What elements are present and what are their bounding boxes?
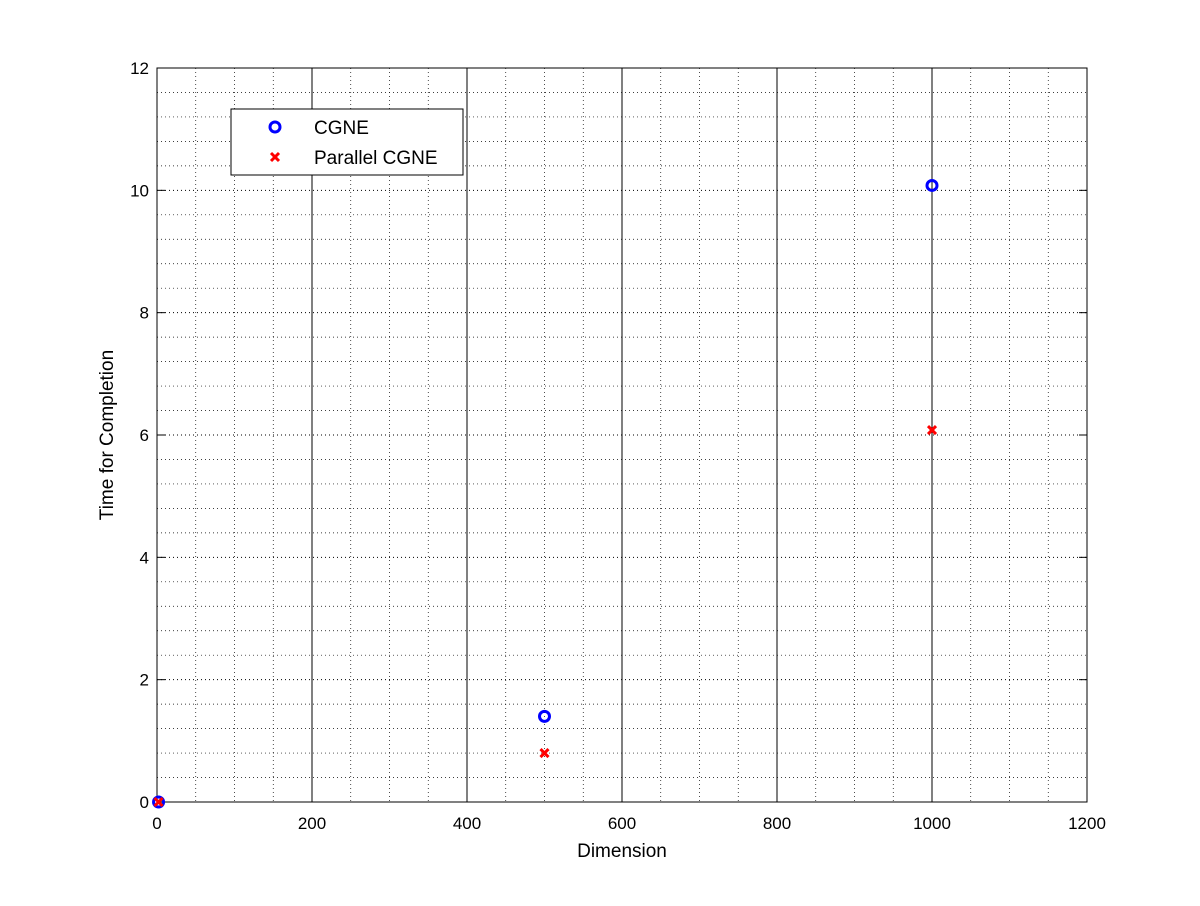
- y-tick-label: 2: [140, 671, 149, 690]
- legend-marker: [269, 151, 281, 163]
- legend: CGNE Parallel CGNE: [230, 108, 464, 176]
- data-point-cross: [539, 748, 550, 759]
- legend-label: CGNE: [314, 118, 369, 139]
- x-axis-label: Dimension: [577, 841, 667, 862]
- y-tick-label: 12: [130, 59, 149, 78]
- data-point-cross: [153, 796, 164, 808]
- data-point-cross: [926, 425, 938, 436]
- axis-ticks: 0 200 400 600 800 1000 1200 0 2 4 6 8 10 12: [130, 59, 1106, 833]
- x-tick-label: 400: [453, 814, 481, 833]
- y-tick-label: 6: [140, 426, 149, 445]
- data-points: [152, 178, 939, 809]
- legend-box: [230, 108, 464, 176]
- data-point-circle: [538, 709, 551, 723]
- x-tick-label: 600: [608, 814, 636, 833]
- x-tick-label: 800: [763, 814, 791, 833]
- y-tick-label: 10: [130, 181, 149, 200]
- y-tick-label: 8: [140, 304, 149, 323]
- y-axis-label: Time for Completion: [97, 350, 118, 520]
- x-tick-label: 200: [298, 814, 326, 833]
- y-tick-label: 4: [140, 548, 149, 567]
- y-tick-label: 0: [140, 793, 149, 812]
- x-tick-label: 1200: [1068, 814, 1106, 833]
- grid: [157, 68, 1087, 802]
- data-point-circle: [152, 795, 166, 809]
- legend-label: Parallel CGNE: [314, 148, 438, 169]
- data-point-circle: [925, 178, 939, 192]
- legend-marker: [268, 120, 282, 134]
- x-tick-label: 0: [152, 814, 161, 833]
- x-tick-label: 1000: [913, 814, 951, 833]
